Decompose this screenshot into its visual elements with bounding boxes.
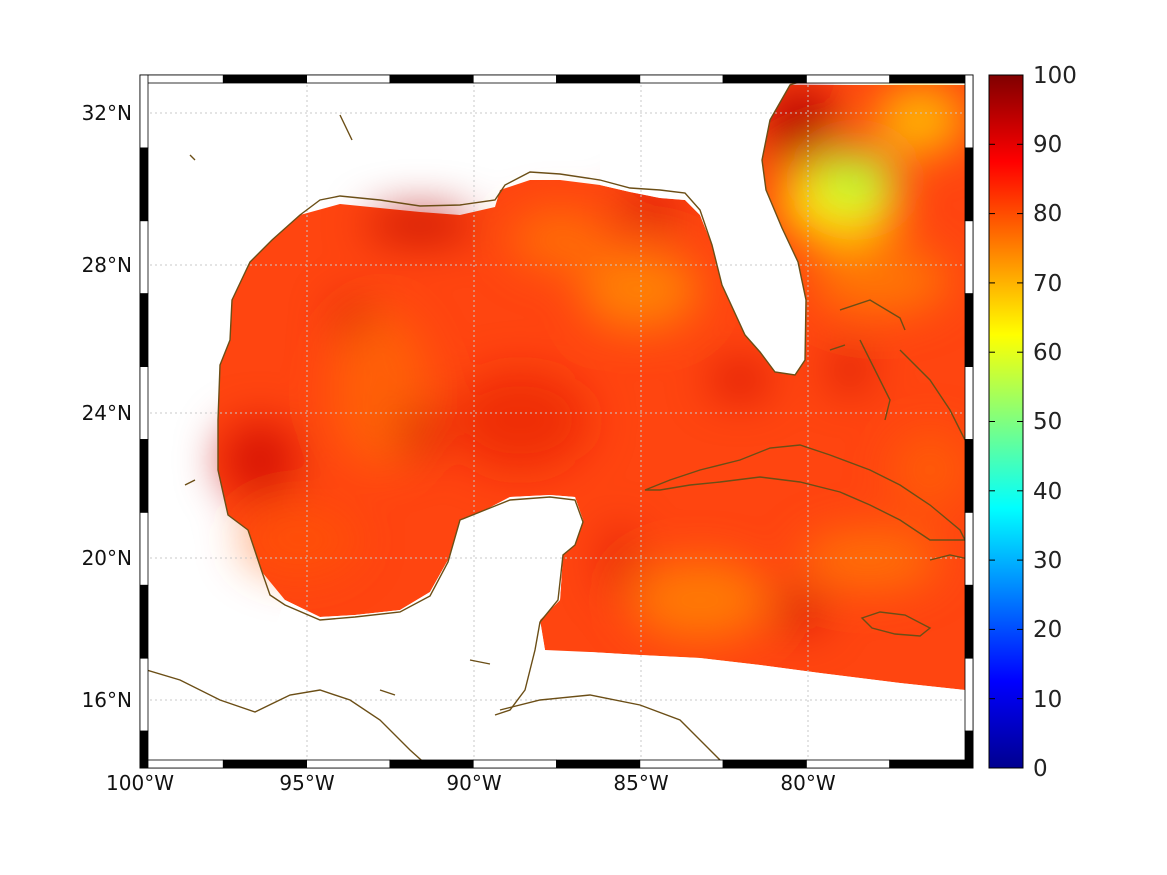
frame-tile: [964, 366, 974, 440]
frame-tile: [556, 74, 641, 84]
y-tick-labels: 32°N 28°N 24°N 20°N 16°N: [82, 101, 132, 712]
bay-islands: [184, 114, 491, 696]
colorbar-tick-label: 80: [1033, 201, 1062, 227]
bahamas-outline: [829, 299, 966, 441]
frame-tile: [806, 759, 891, 769]
frame-tile: [389, 759, 474, 769]
frame-tile: [139, 147, 149, 222]
frame-tile: [964, 74, 974, 149]
frame-tile: [139, 439, 149, 513]
colorbar-tick-label: 0: [1033, 756, 1048, 782]
x-tick-labels: 100°W 95°W 90°W 85°W 80°W: [106, 771, 836, 795]
colorbar-tick-label: 10: [1033, 687, 1062, 713]
x-tick-label: 95°W: [279, 771, 334, 795]
frame-tile: [139, 730, 149, 769]
frame-tile: [964, 293, 974, 368]
coastlines: [140, 75, 973, 768]
gulf-coast-line: [217, 75, 821, 573]
cuba-outline: [644, 444, 967, 541]
frame-tile: [889, 74, 974, 84]
jamaica-outline: [860, 611, 932, 637]
florida-land: [600, 75, 806, 375]
frame-tile: [139, 584, 149, 659]
frame-tile: [964, 439, 974, 513]
colorbar-tick-label: 60: [1033, 340, 1062, 366]
frame-tile: [639, 759, 724, 769]
x-tick-label: 85°W: [613, 771, 668, 795]
map-frame: [139, 74, 974, 769]
frame-tile: [139, 512, 149, 586]
frame-tile: [806, 74, 891, 84]
colorbar-tick-label: 70: [1033, 271, 1062, 297]
frame-tile: [389, 74, 474, 84]
colorbar-tick-labels: 100 90 80 70 60 50 40 30 20 10 0: [1033, 63, 1077, 782]
colorbar-ticks: [989, 74, 1023, 769]
mexico-coast-line: [261, 496, 584, 716]
colorbar-tick-label: 50: [1033, 409, 1062, 435]
y-tick-label: 16°N: [82, 688, 132, 712]
x-tick-label: 80°W: [780, 771, 835, 795]
frame-tile: [139, 759, 224, 769]
frame-tile: [722, 759, 807, 769]
frame-tile: [964, 512, 974, 586]
x-tick-label: 100°W: [106, 771, 174, 795]
y-tick-label: 24°N: [82, 401, 132, 425]
frame-tile: [139, 74, 149, 149]
colorbar: 100 90 80 70 60 50 40 30 20 10 0: [988, 63, 1077, 782]
frame-tiles: [139, 74, 974, 769]
frame-tile: [964, 657, 974, 732]
frame-tile: [964, 147, 974, 222]
frame-tile: [472, 759, 557, 769]
frame-tile: [556, 759, 641, 769]
frame-tile: [964, 584, 974, 659]
southern-mask: [540, 652, 973, 768]
y-tick-label: 28°N: [82, 253, 132, 277]
frame-tile: [964, 730, 974, 769]
y-tick-label: 32°N: [82, 101, 132, 125]
frame-tile: [472, 74, 557, 84]
frame-tile: [722, 74, 807, 84]
frame-tile: [139, 657, 149, 732]
colorbar-tick-label: 20: [1033, 617, 1062, 643]
frame-tile: [139, 293, 149, 368]
central-america-line: [140, 667, 431, 768]
frame-tile: [639, 74, 724, 84]
frame-tile: [222, 74, 308, 84]
honduras-coast-line: [499, 694, 721, 761]
frame-tile: [889, 759, 974, 769]
frame-tile: [222, 759, 308, 769]
frame-tile: [306, 759, 391, 769]
grid-lines: [140, 75, 973, 768]
frame-tile: [139, 366, 149, 440]
frame-tile: [964, 220, 974, 295]
y-tick-label: 20°N: [82, 546, 132, 570]
colorbar-tick-label: 30: [1033, 548, 1062, 574]
colorbar-tick-label: 90: [1033, 132, 1062, 158]
frame-tile: [139, 74, 224, 84]
data-field: [218, 75, 973, 768]
x-tick-label: 90°W: [446, 771, 501, 795]
colorbar-tick-label: 100: [1033, 63, 1077, 89]
frame-tile: [139, 220, 149, 295]
frame-tile: [306, 74, 391, 84]
colorbar-tick-label: 40: [1033, 479, 1062, 505]
